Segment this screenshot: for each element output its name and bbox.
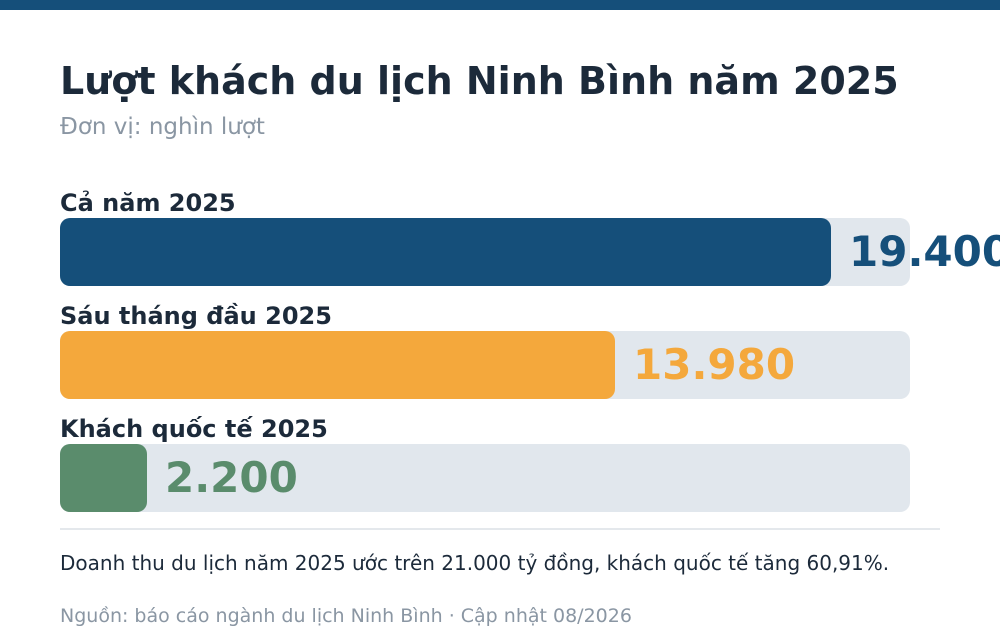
bar-category-label: Khách quốc tế 2025 [60,415,328,443]
bar-value-label: 13.980 [633,340,796,389]
bar-track: 13.980 [60,331,910,399]
bar [60,331,615,399]
chart-title: Lượt khách du lịch Ninh Bình năm 2025 [60,59,899,103]
bar-track: 19.400 [60,218,1000,286]
bar [60,444,147,512]
footnote: Doanh thu du lịch năm 2025 ước trên 21.0… [60,551,890,575]
top-accent-bar [0,0,1000,10]
bar-value-label: 2.200 [165,453,298,502]
bar [60,218,831,286]
bar-value-label: 19.400 [849,227,1000,276]
divider [60,528,940,530]
bar-track: 2.200 [60,444,910,512]
bar-category-label: Sáu tháng đầu 2025 [60,302,332,330]
chart-subtitle: Đơn vị: nghìn lượt [60,114,265,140]
source-line: Nguồn: báo cáo ngành du lịch Ninh Bình ·… [60,605,632,627]
bar-category-label: Cả năm 2025 [60,189,236,217]
